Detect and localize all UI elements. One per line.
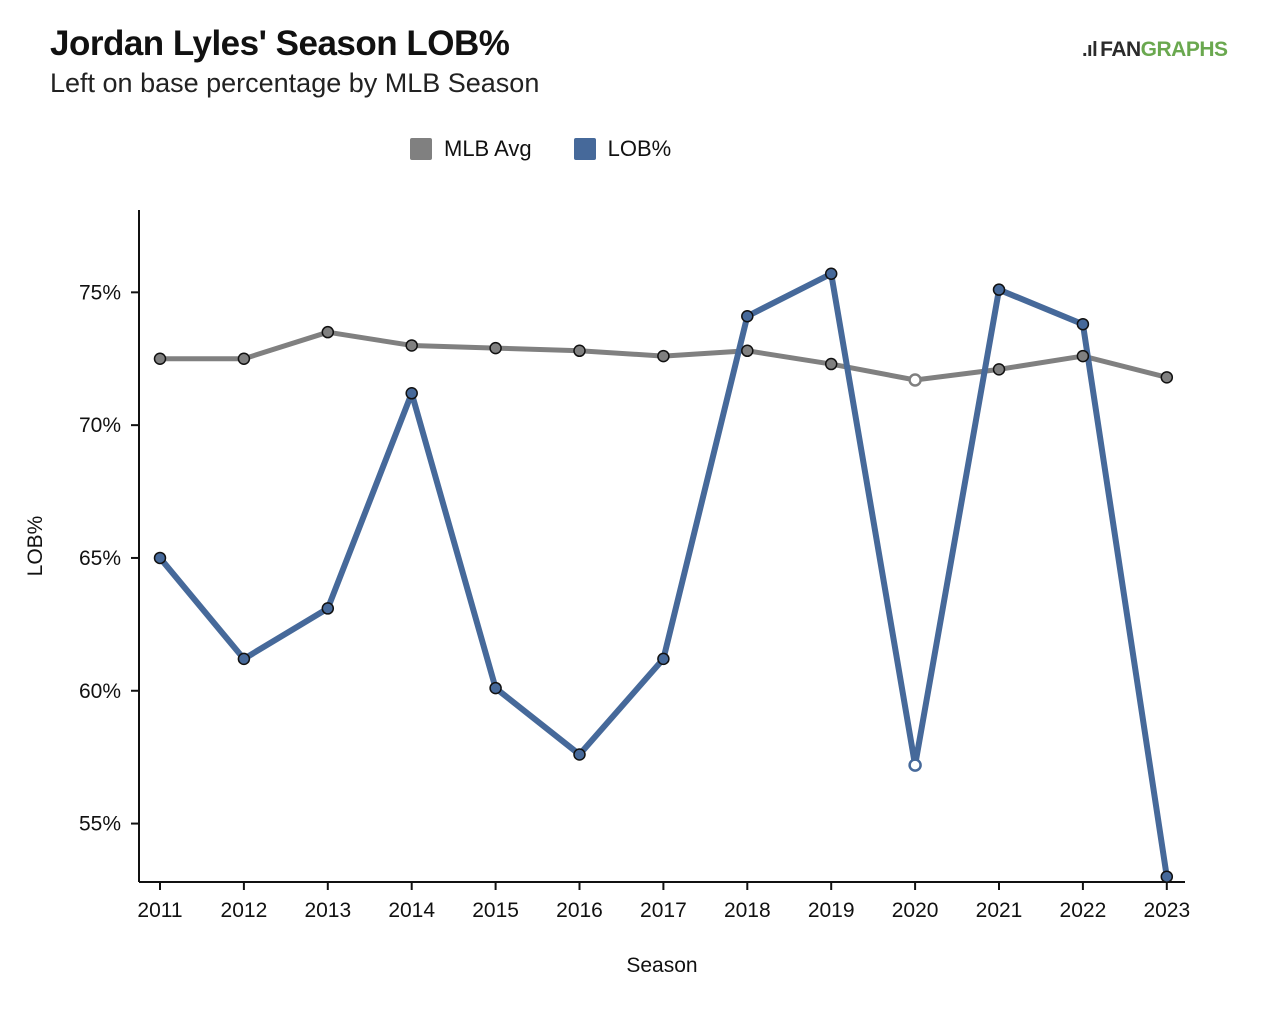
chart-series-lines [157, 270, 1170, 880]
data-point-mlb-avg [824, 357, 838, 371]
data-point-mlb-avg [237, 352, 251, 365]
chart-subtitle: Left on base percentage by MLB Season [50, 68, 540, 98]
y-tick-label: 55% [79, 813, 121, 836]
chart-legend: MLB Avg LOB% [410, 136, 713, 162]
y-tick-label: 65% [79, 547, 121, 570]
data-point-mlb-avg [321, 325, 335, 339]
data-point-lob [908, 758, 922, 772]
x-tick-label: 2014 [388, 899, 435, 922]
chart-series-points [153, 267, 1174, 883]
y-axis-title: LOB% [24, 516, 47, 577]
data-point-mlb-avg [1076, 349, 1090, 363]
x-tick-label: 2023 [1143, 899, 1190, 922]
data-point-mlb-avg [992, 363, 1006, 376]
y-tick-label: 60% [79, 680, 121, 703]
x-tick-label: 2018 [724, 899, 771, 922]
data-point-lob [321, 602, 335, 615]
data-point-lob [237, 652, 251, 666]
data-point-mlb-avg [908, 373, 922, 387]
x-tick-label: 2013 [304, 899, 351, 922]
data-point-lob [992, 283, 1006, 296]
y-tick-label: 70% [79, 414, 121, 437]
data-point-lob [153, 551, 167, 565]
data-point-mlb-avg [405, 339, 418, 352]
data-point-mlb-avg [153, 352, 167, 365]
fangraphs-logo[interactable]: .ıl FAN GRAPHS [1082, 38, 1228, 62]
x-tick-label: 2019 [808, 899, 855, 922]
x-tick-label: 2022 [1060, 899, 1107, 922]
data-point-lob [657, 652, 670, 666]
x-tick-label: 2011 [137, 899, 182, 922]
logo-text-graphs: GRAPHS [1140, 38, 1228, 61]
data-point-lob [741, 309, 754, 323]
x-tick-label: 2012 [221, 899, 268, 922]
data-point-lob [1160, 870, 1174, 883]
x-tick-label: 2015 [472, 899, 519, 922]
logo-text-fan: FAN [1100, 38, 1141, 61]
data-point-lob [489, 681, 502, 695]
chart-axes [131, 210, 1185, 890]
data-point-lob [573, 748, 586, 761]
chart-title: Jordan Lyles' Season LOB% [50, 24, 510, 63]
data-point-mlb-avg [657, 349, 670, 363]
data-point-mlb-avg [741, 344, 754, 358]
legend-item-lob[interactable]: LOB% [573, 136, 672, 162]
data-point-mlb-avg [489, 341, 502, 355]
legend-item-mlb-avg[interactable]: MLB Avg [410, 136, 532, 162]
legend-label-mlb-avg: MLB Avg [444, 136, 532, 161]
x-axis-title: Season [626, 954, 697, 977]
y-tick-label: 75% [79, 281, 121, 304]
x-tick-label: 2020 [892, 899, 939, 922]
data-point-lob [1076, 317, 1090, 331]
x-tick-label: 2016 [556, 899, 603, 922]
data-point-lob [405, 387, 418, 400]
x-tick-label: 2017 [640, 899, 687, 922]
data-point-lob [824, 267, 838, 280]
data-point-mlb-avg [573, 344, 586, 358]
chart-tick-labels: 55% 60% 65% 70% 75% 2011 2012 2013 2014 2015 2016 2… [24, 281, 1190, 977]
legend-label-lob: LOB% [607, 136, 672, 161]
legend-swatch-mlb-avg [410, 138, 432, 160]
x-tick-label: 2021 [976, 899, 1023, 922]
fangraphs-batter-icon: .ıl [1082, 38, 1098, 61]
legend-swatch-lob [573, 138, 596, 160]
data-point-mlb-avg [1160, 371, 1174, 384]
